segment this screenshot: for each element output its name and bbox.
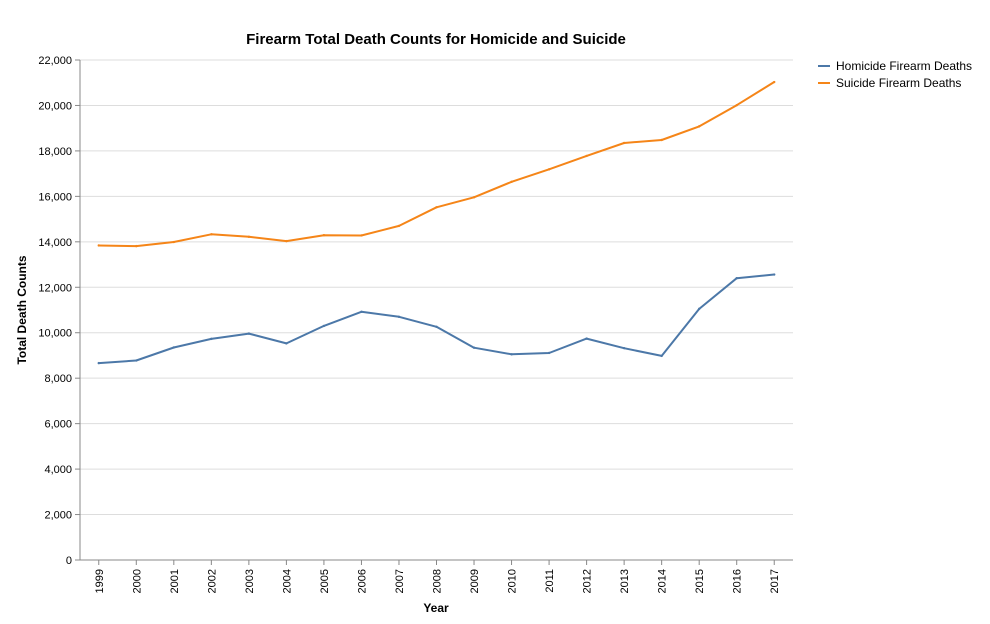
data-point <box>547 351 551 355</box>
x-tick-label: 2009 <box>469 569 481 593</box>
x-axis-title: Year <box>423 601 449 615</box>
chart-title: Firearm Total Death Counts for Homicide … <box>246 31 626 48</box>
y-tick-label: 8,000 <box>44 373 72 385</box>
data-point <box>247 235 251 239</box>
x-tick-label: 2000 <box>131 569 143 593</box>
data-point <box>210 233 213 236</box>
gridlines <box>80 59 793 561</box>
data-point <box>360 310 363 314</box>
data-point <box>97 244 100 247</box>
data-point <box>585 154 588 158</box>
data-point <box>735 276 738 280</box>
x-tick-label: 2002 <box>206 569 218 593</box>
data-point <box>622 141 626 145</box>
data-point <box>472 346 476 349</box>
data-point <box>697 125 701 128</box>
axis-domain <box>79 60 793 561</box>
y-tick-label: 14,000 <box>38 237 72 249</box>
x-tick-label: 1999 <box>94 569 106 593</box>
data-point <box>547 168 551 171</box>
y-tick-label: 0 <box>66 555 72 567</box>
data-point <box>735 104 738 107</box>
data-point <box>172 346 176 349</box>
data-point <box>510 353 513 356</box>
y-tick-label: 18,000 <box>38 146 72 158</box>
data-point <box>660 354 663 358</box>
data-point <box>773 273 776 276</box>
series-lines <box>97 80 776 365</box>
axes: 0 2,000 4,000 6,000 8,000 10,000 12,000 14,000 1… <box>38 55 793 593</box>
y-tick-label: 10,000 <box>38 328 72 340</box>
data-point <box>172 240 176 244</box>
data-point <box>510 180 513 184</box>
y-tick-label: 20,000 <box>38 100 72 112</box>
data-point <box>247 332 251 335</box>
data-point <box>397 315 401 319</box>
x-tick-label: 2003 <box>244 569 256 593</box>
data-point <box>285 342 288 345</box>
x-tick-label: 2008 <box>432 569 444 593</box>
x-tick-label: 2010 <box>507 569 519 593</box>
x-tick-label: 2016 <box>732 569 744 593</box>
series-line-homicide <box>98 273 775 365</box>
x-tick-label: 2013 <box>619 569 631 593</box>
x-tick-label: 2001 <box>169 569 181 593</box>
data-point <box>135 359 138 362</box>
data-point <box>285 239 288 243</box>
data-point <box>397 224 401 228</box>
data-point <box>210 337 213 341</box>
legend-label: Suicide Firearm Deaths <box>836 76 961 90</box>
data-point <box>472 196 476 199</box>
x-tick-label: 2014 <box>657 569 669 593</box>
x-tick-label: 2005 <box>319 569 331 593</box>
x-tick-label: 2006 <box>356 569 368 593</box>
legend: Homicide Firearm Deaths Suicide Firearm D… <box>818 59 972 90</box>
y-tick-label: 6,000 <box>44 419 72 431</box>
x-tick-label: 2004 <box>281 569 293 593</box>
data-point <box>322 234 326 237</box>
y-tick-label: 12,000 <box>38 282 72 294</box>
data-point <box>435 325 438 329</box>
series-line-suicide <box>98 81 775 248</box>
data-point <box>97 361 100 365</box>
x-tick-label: 2017 <box>769 569 781 593</box>
x-tick-label: 2007 <box>394 569 406 593</box>
x-tick-label: 2011 <box>544 569 556 593</box>
data-point <box>435 206 438 209</box>
data-point <box>773 80 776 84</box>
data-point <box>660 138 663 142</box>
x-tick-label: 2012 <box>582 569 594 593</box>
y-tick-label: 22,000 <box>38 55 72 67</box>
data-point <box>135 244 138 248</box>
data-point <box>697 307 701 311</box>
y-axis-title: Total Death Counts <box>15 255 29 364</box>
data-point <box>622 346 626 350</box>
y-tick-label: 16,000 <box>38 191 72 203</box>
legend-label: Homicide Firearm Deaths <box>836 59 972 73</box>
data-point <box>322 324 326 328</box>
data-point <box>585 337 588 340</box>
y-tick-label: 4,000 <box>44 464 72 476</box>
y-tick-label: 2,000 <box>44 510 72 522</box>
x-tick-label: 2015 <box>694 569 706 593</box>
data-point <box>360 234 363 237</box>
